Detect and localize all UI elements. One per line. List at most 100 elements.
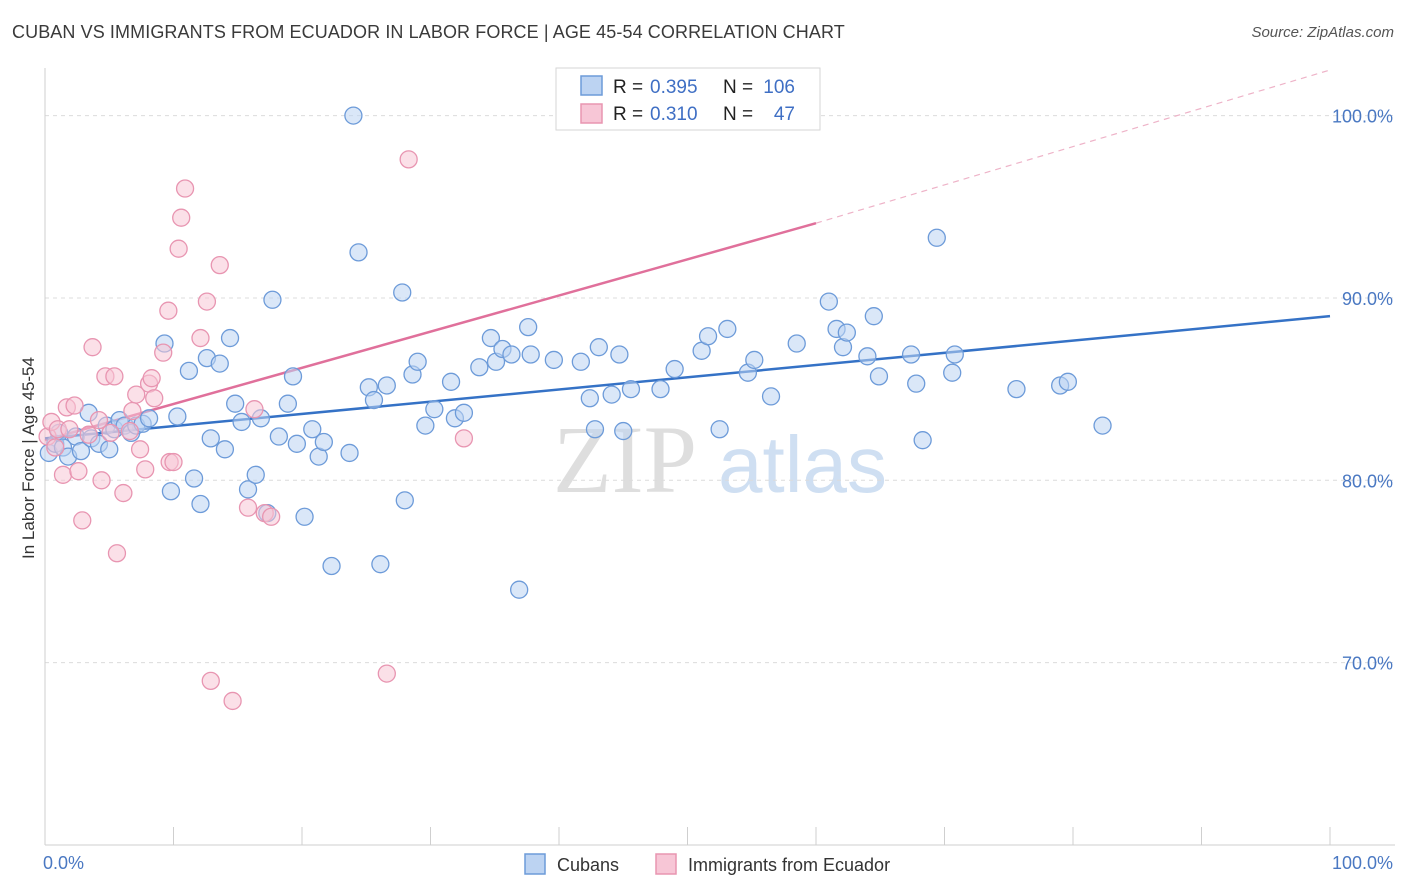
point-cubans	[210, 354, 229, 373]
bottom-legend-label-ecuador: Immigrants from Ecuador	[688, 855, 890, 875]
x-tick-label-min: 0.0%	[43, 853, 84, 873]
point-cubans	[215, 440, 235, 459]
point-cubans	[571, 352, 590, 371]
point-cubans	[220, 328, 240, 348]
point-cubans	[232, 412, 251, 432]
point-cubans	[521, 345, 540, 364]
stats-legend: R = 0.395 N = 106 R = 0.310 N = 47	[555, 67, 821, 131]
point-cubans	[901, 345, 921, 364]
point-cubans	[425, 400, 444, 419]
point-ecuador	[101, 423, 120, 443]
point-ecuador	[197, 292, 217, 311]
point-cubans	[314, 432, 333, 452]
point-ecuador	[105, 367, 124, 386]
point-cubans	[665, 359, 684, 379]
legend-r-label-cubans: R =	[613, 77, 643, 98]
point-cubans	[943, 363, 962, 382]
point-ecuador	[175, 179, 195, 198]
point-cubans	[718, 319, 737, 339]
y-axis-label: In Labor Force | Age 45-54	[19, 357, 38, 559]
x-tick-label-max: 100.0%	[1332, 853, 1393, 873]
point-cubans	[710, 420, 729, 439]
legend-n-value-ecuador: 47	[774, 104, 795, 125]
watermark-atlas: atlas	[718, 420, 887, 509]
point-cubans	[344, 106, 363, 125]
legend-r-value-ecuador: 0.310	[650, 104, 698, 125]
point-ecuador	[53, 465, 73, 484]
bottom-legend-swatch-cubans	[524, 853, 546, 875]
point-ecuador	[169, 239, 188, 258]
point-ecuador	[73, 511, 92, 530]
source-credit: Source: ZipAtlas.com	[1251, 24, 1394, 41]
point-cubans	[287, 434, 307, 453]
trend-line-ecuador-solid	[44, 221, 817, 442]
point-ecuador	[92, 471, 111, 490]
point-cubans	[858, 347, 877, 366]
point-cubans	[580, 389, 599, 408]
point-ecuador	[145, 389, 164, 408]
point-cubans	[837, 323, 856, 342]
legend-r-label-ecuador: R =	[613, 104, 643, 125]
point-ecuador	[399, 150, 418, 169]
series-cubans	[39, 106, 1112, 599]
point-cubans	[745, 350, 764, 370]
point-ecuador	[107, 544, 127, 563]
point-cubans	[371, 555, 390, 574]
point-ecuador	[262, 507, 281, 526]
point-ecuador	[191, 328, 210, 348]
point-ecuador	[223, 691, 242, 711]
point-cubans	[395, 491, 414, 510]
point-cubans	[364, 390, 384, 410]
tick-labels: 70.0% 80.0% 90.0% 100.0% 0.0% 100.0%	[43, 107, 1393, 873]
point-cubans	[263, 290, 282, 309]
point-cubans	[191, 494, 210, 514]
point-ecuador	[83, 338, 102, 357]
point-cubans	[283, 367, 303, 386]
point-ecuador	[238, 498, 258, 517]
point-cubans	[864, 307, 883, 326]
point-ecuador	[65, 396, 84, 415]
point-cubans	[322, 556, 341, 576]
point-cubans	[651, 379, 670, 399]
y-tick-label: 100.0%	[1332, 107, 1393, 127]
point-cubans	[303, 420, 322, 439]
point-cubans	[349, 243, 368, 262]
point-cubans	[377, 376, 396, 395]
point-ecuador	[130, 440, 150, 459]
trend-line-ecuador-dashed	[815, 69, 1331, 224]
point-cubans	[907, 374, 926, 393]
bottom-legend-label-cubans: Cubans	[557, 855, 619, 875]
point-ecuador	[60, 420, 79, 439]
point-cubans	[168, 407, 187, 426]
point-cubans	[510, 580, 529, 599]
watermark-zip: ZIP	[553, 406, 697, 513]
point-ecuador	[89, 410, 109, 430]
point-cubans	[393, 283, 412, 302]
point-cubans	[441, 372, 461, 391]
series-legend: Cubans Immigrants from Ecuador	[524, 853, 890, 875]
point-ecuador	[79, 425, 98, 444]
point-cubans	[621, 379, 641, 399]
point-cubans	[698, 327, 718, 346]
point-cubans	[1093, 416, 1112, 435]
point-ecuador	[154, 343, 173, 362]
point-cubans	[71, 441, 91, 461]
point-cubans	[278, 394, 298, 413]
point-cubans	[454, 403, 474, 422]
y-tick-label: 70.0%	[1342, 654, 1393, 674]
point-cubans	[481, 328, 501, 348]
point-ecuador	[136, 460, 155, 479]
trend-line-ecuador	[44, 69, 1331, 442]
point-cubans	[819, 292, 838, 311]
point-cubans	[1058, 372, 1078, 391]
point-ecuador	[123, 401, 142, 421]
point-ecuador	[120, 421, 139, 441]
point-ecuador	[454, 429, 474, 448]
grid-lines	[45, 115, 1395, 664]
chart-title: CUBAN VS IMMIGRANTS FROM ECUADOR IN LABO…	[12, 22, 845, 42]
point-cubans	[544, 350, 564, 370]
point-ecuador	[114, 483, 133, 503]
point-cubans	[226, 394, 245, 413]
point-ecuador	[142, 369, 161, 388]
point-cubans	[201, 429, 220, 448]
